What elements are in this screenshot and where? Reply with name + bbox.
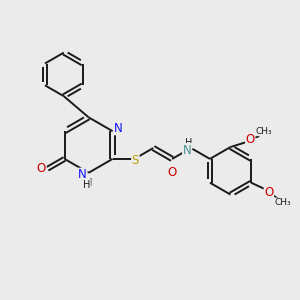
- Text: H: H: [83, 180, 90, 190]
- Text: O: O: [246, 133, 255, 146]
- Text: H: H: [85, 178, 92, 188]
- Text: H: H: [185, 138, 193, 148]
- Text: N: N: [114, 122, 123, 135]
- Text: N: N: [78, 168, 87, 181]
- Text: CH₃: CH₃: [256, 127, 272, 136]
- Text: S: S: [132, 154, 139, 167]
- Text: O: O: [167, 166, 177, 179]
- Text: O: O: [37, 162, 46, 175]
- Text: O: O: [264, 186, 274, 199]
- Text: N: N: [183, 143, 191, 157]
- Text: CH₃: CH₃: [274, 198, 291, 207]
